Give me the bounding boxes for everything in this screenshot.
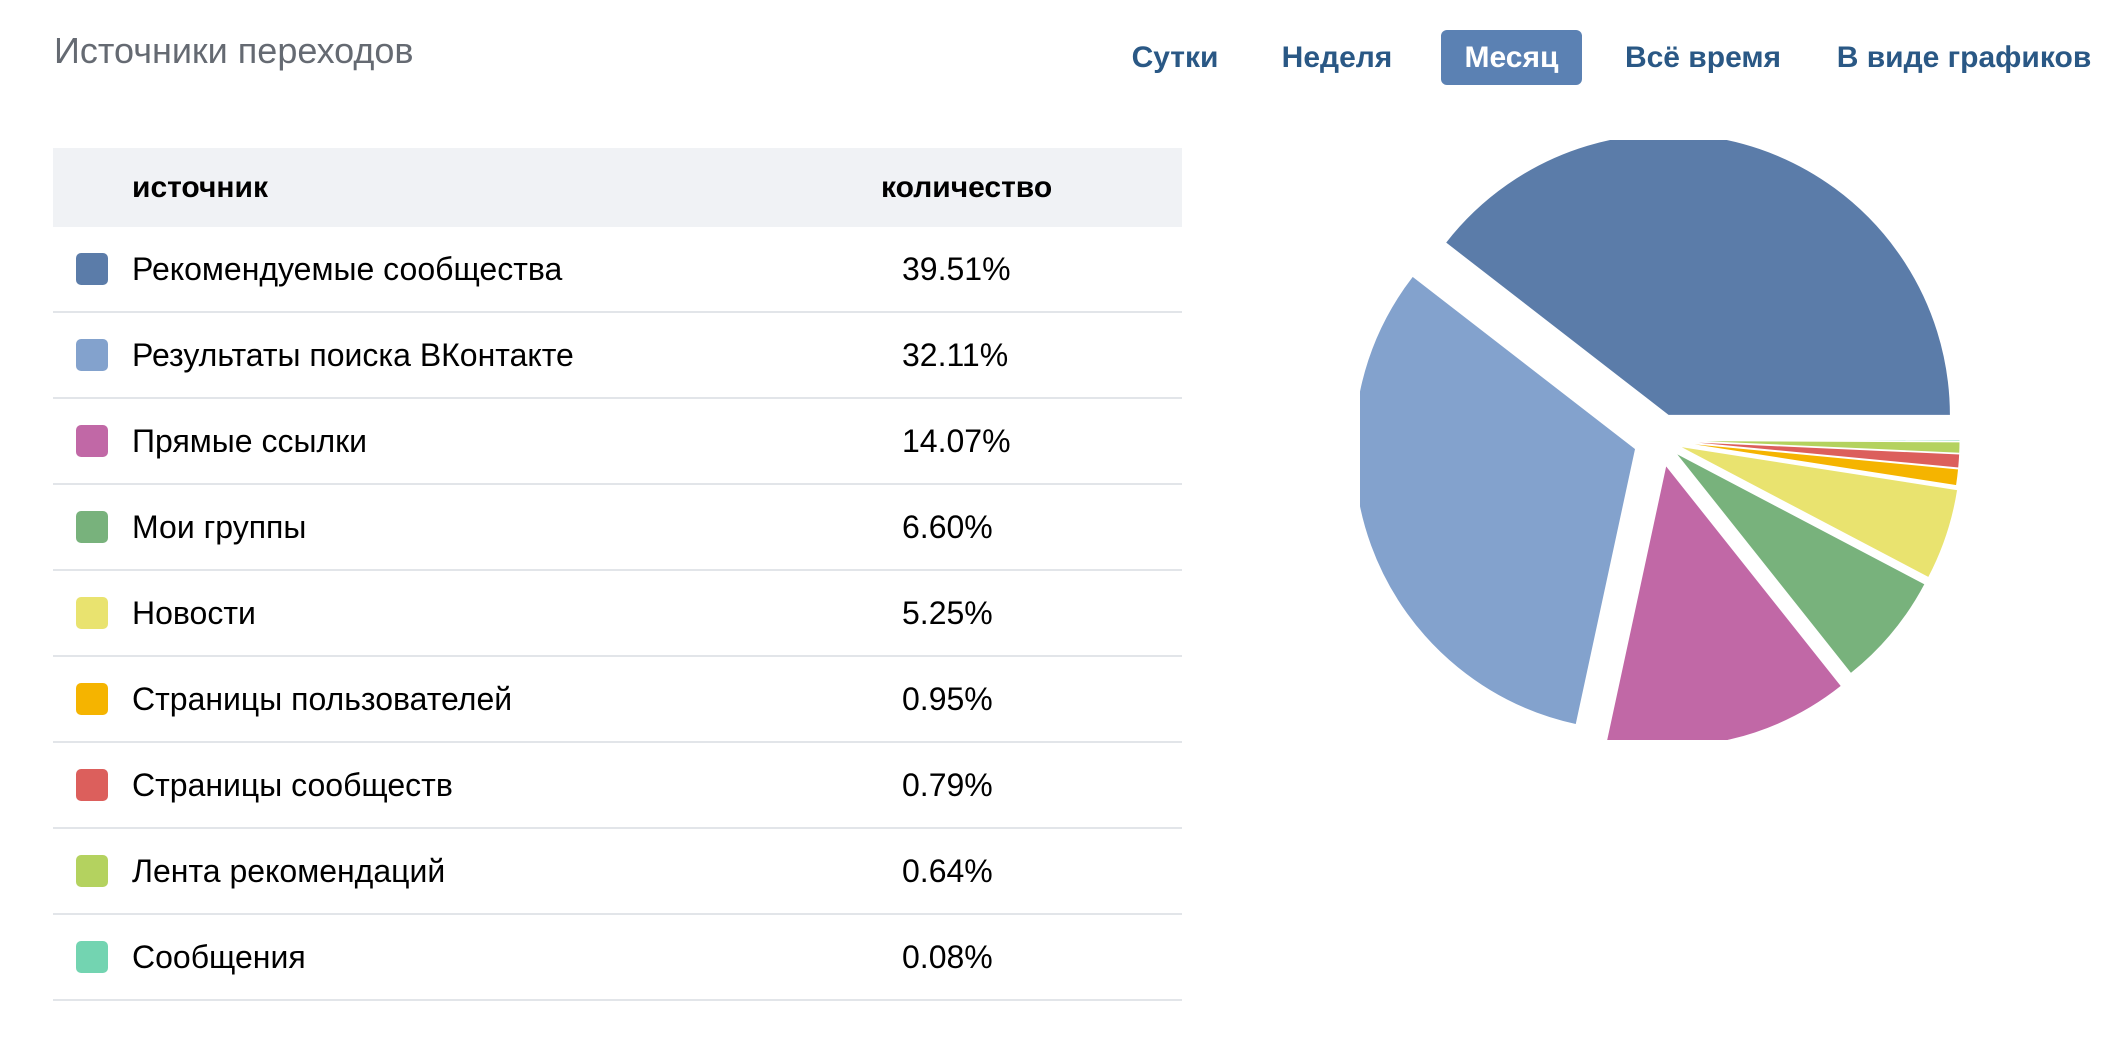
table-row: Результаты поиска ВКонтакте 32.11% <box>53 312 1182 399</box>
series-color-swatch <box>76 855 108 887</box>
source-percent: 14.07% <box>881 398 1182 485</box>
pie-chart <box>1360 140 1960 740</box>
table-row: Лента рекомендаций 0.64% <box>53 828 1182 915</box>
period-tabs: Сутки Неделя Месяц Всё время В виде граф… <box>1090 30 2126 85</box>
source-name: Сообщения <box>132 914 881 1001</box>
color-cell <box>53 914 132 1001</box>
color-cell <box>53 398 132 485</box>
color-cell <box>53 570 132 657</box>
table-row: Страницы пользователей 0.95% <box>53 656 1182 743</box>
pie-slice[interactable] <box>1675 452 1926 675</box>
sources-table: источник количество Рекомендуемые сообще… <box>53 148 1182 1001</box>
source-percent: 0.64% <box>881 828 1182 915</box>
source-percent: 0.08% <box>881 914 1182 1001</box>
series-color-swatch <box>76 941 108 973</box>
table-header-swatch <box>53 148 132 227</box>
column-header-source: источник <box>132 148 881 227</box>
tab-week[interactable]: Неделя <box>1281 41 1393 74</box>
series-color-swatch <box>76 597 108 629</box>
source-name: Прямые ссылки <box>132 398 881 485</box>
source-name: Страницы сообществ <box>132 742 881 829</box>
source-name: Новости <box>132 570 881 657</box>
pie-slice[interactable] <box>1677 441 1960 487</box>
pie-slice[interactable] <box>1677 440 1960 469</box>
series-color-swatch <box>76 511 108 543</box>
pie-slice[interactable] <box>1678 445 1959 579</box>
color-cell <box>53 227 132 313</box>
page-title: Источники переходов <box>54 30 414 71</box>
series-color-swatch <box>76 769 108 801</box>
table-row: Новости 5.25% <box>53 570 1182 657</box>
series-color-swatch <box>76 425 108 457</box>
pie-slice[interactable] <box>1444 140 1951 416</box>
source-percent: 39.51% <box>881 227 1182 313</box>
source-name: Страницы пользователей <box>132 656 881 743</box>
source-name: Лента рекомендаций <box>132 828 881 915</box>
color-cell <box>53 742 132 829</box>
source-percent: 32.11% <box>881 312 1182 399</box>
tab-month[interactable]: Месяц <box>1441 30 1582 85</box>
pie-chart-container <box>1360 140 1960 740</box>
color-cell <box>53 484 132 571</box>
table-row: Рекомендуемые сообщества 39.51% <box>53 227 1182 313</box>
series-color-swatch <box>76 339 108 371</box>
source-name: Результаты поиска ВКонтакте <box>132 312 881 399</box>
table-row: Мои группы 6.60% <box>53 484 1182 571</box>
tab-as-graphs[interactable]: В виде графиков <box>1836 41 2092 74</box>
series-color-swatch <box>76 683 108 715</box>
table-row: Сообщения 0.08% <box>53 914 1182 1001</box>
color-cell <box>53 828 132 915</box>
series-color-swatch <box>76 253 108 285</box>
tab-all-time[interactable]: Всё время <box>1624 41 1782 74</box>
source-percent: 0.79% <box>881 742 1182 829</box>
table-row: Прямые ссылки 14.07% <box>53 398 1182 485</box>
source-percent: 6.60% <box>881 484 1182 571</box>
source-percent: 5.25% <box>881 570 1182 657</box>
table-row: Страницы сообществ 0.79% <box>53 742 1182 829</box>
source-name: Мои группы <box>132 484 881 571</box>
source-name: Рекомендуемые сообщества <box>132 227 881 313</box>
tab-day[interactable]: Сутки <box>1131 41 1219 74</box>
pie-slice[interactable] <box>1360 275 1637 726</box>
pie-slice[interactable] <box>1606 464 1843 740</box>
source-percent: 0.95% <box>881 656 1182 743</box>
color-cell <box>53 312 132 399</box>
column-header-count: количество <box>881 148 1182 227</box>
pie-slice[interactable] <box>1677 439 1960 454</box>
table-header-row: источник количество <box>53 148 1182 227</box>
color-cell <box>53 656 132 743</box>
